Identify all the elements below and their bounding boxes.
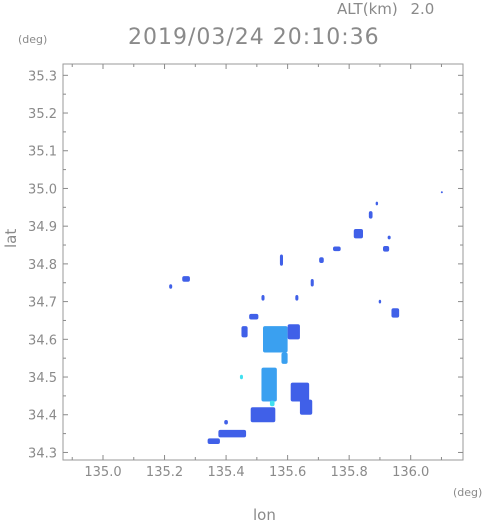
echo-cell <box>249 313 259 320</box>
echo-cell <box>368 211 373 219</box>
echo-cell <box>281 352 288 364</box>
echo-cell <box>279 254 283 266</box>
echo-cell <box>182 276 190 282</box>
echo-cell <box>290 382 310 402</box>
echo-cell <box>383 245 390 252</box>
echo-cell <box>375 201 379 206</box>
x-tick-label: 135.2 <box>146 465 183 480</box>
echo-cell <box>391 308 400 318</box>
echo-cell <box>224 420 228 425</box>
x-tick-label: 135.4 <box>207 465 244 480</box>
echo-cell <box>295 295 299 301</box>
echo-cell <box>261 367 277 402</box>
echo-cell <box>287 324 300 340</box>
echo-cell <box>333 246 341 252</box>
echo-cell <box>261 295 265 301</box>
echo-cell <box>353 229 363 239</box>
echo-cell <box>207 438 220 444</box>
x-tick-label: 135.8 <box>331 465 368 480</box>
y-tick-label: 35.1 <box>28 145 57 160</box>
echo-cell <box>250 407 276 423</box>
y-tick-label: 34.3 <box>28 446 57 461</box>
altitude-value: 2.0 <box>410 0 435 18</box>
y-tick-label: 34.4 <box>28 409 57 424</box>
x-tick-label: 136.0 <box>392 465 429 480</box>
echo-layer <box>169 191 443 444</box>
echo-cell <box>269 400 275 407</box>
echo-cell <box>299 399 313 415</box>
altitude-label-text: ALT(km) <box>337 0 398 18</box>
x-tick-label: 135.0 <box>84 465 121 480</box>
tick-layer: 135.0 135.2 135.4 135.6 135.8 136.0 34.3 34.4 34… <box>28 64 463 480</box>
echo-cell <box>169 284 173 289</box>
chart-title: 2019/03/24 20:10:36 <box>128 25 380 50</box>
y-tick-label: 35.3 <box>28 69 57 84</box>
x-unit-label: (deg) <box>453 486 483 499</box>
y-unit-label: (deg) <box>18 33 48 46</box>
y-tick-label: 34.9 <box>28 220 57 235</box>
echo-cell <box>319 257 324 263</box>
echo-cell <box>218 429 247 438</box>
echo-cell <box>310 278 314 287</box>
y-tick-label: 34.7 <box>28 296 57 311</box>
y-tick-label: 35.0 <box>28 182 57 197</box>
y-tick-label: 34.6 <box>28 333 57 348</box>
echo-cell <box>378 299 382 304</box>
x-tick-label: 135.6 <box>269 465 306 480</box>
echo-cell <box>239 374 243 380</box>
echo-cell <box>387 235 391 240</box>
x-axis-label: lon <box>253 506 276 524</box>
echo-cell <box>241 326 248 338</box>
echo-cell <box>263 326 288 353</box>
altitude-label: ALT(km) 2.0 <box>337 0 434 18</box>
plot-frame <box>62 63 464 461</box>
y-tick-label: 34.5 <box>28 371 57 386</box>
y-tick-label: 35.2 <box>28 107 57 122</box>
echo-cell <box>440 191 443 194</box>
y-tick-label: 34.8 <box>28 258 57 273</box>
